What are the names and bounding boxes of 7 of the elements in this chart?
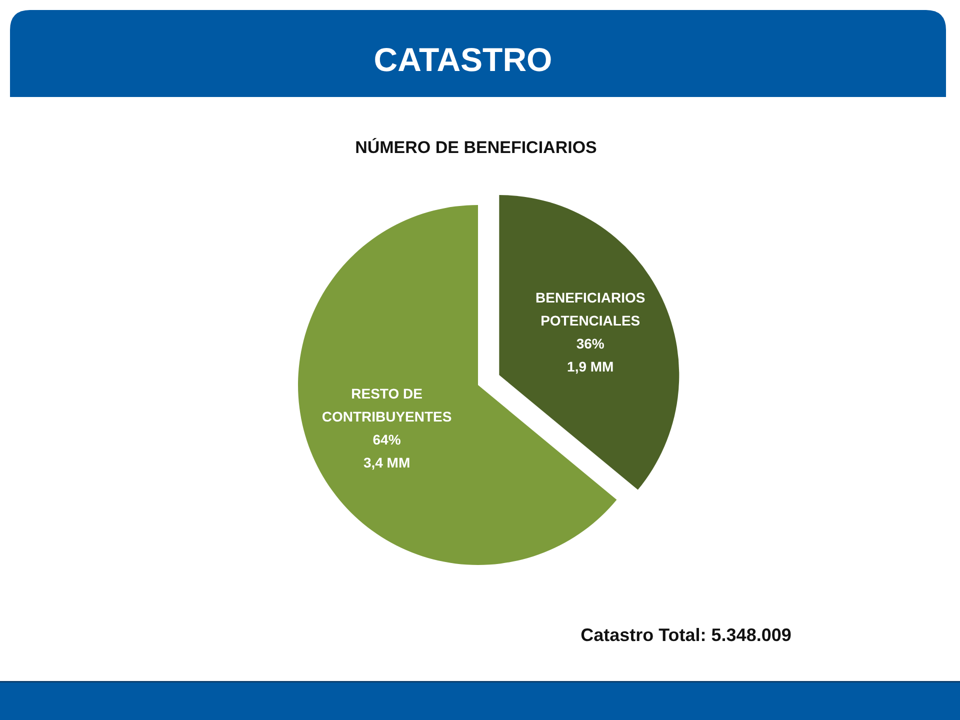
chart-subtitle: NÚMERO DE BENEFICIARIOS [355,137,597,157]
slice-label: BENEFICIARIOS POTENCIALES [536,290,646,329]
data-label: 64% 3,4 MM [363,431,410,470]
data-label: 36% 1,9 MM [567,336,614,375]
text: Catastro Total: 5.348.009 [580,625,792,645]
slice-label: RESTO DE CONTRIBUYENTES [322,385,452,424]
chart-title: CATASTRO [374,41,552,78]
